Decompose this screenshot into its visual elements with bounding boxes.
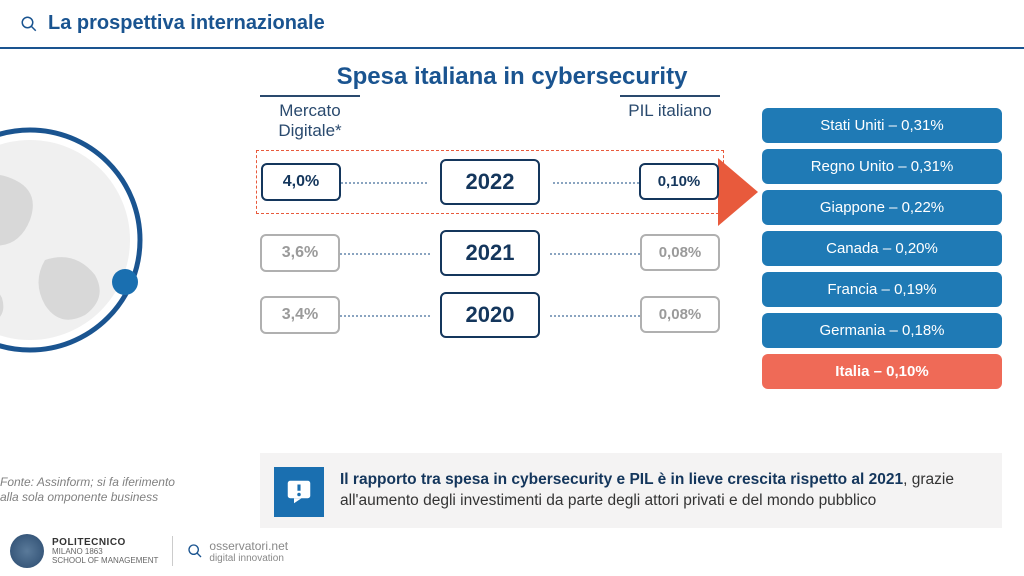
year-value: 2020 (440, 292, 540, 338)
left-value: 3,4% (260, 296, 340, 334)
seal-icon (10, 534, 44, 568)
year-value: 2022 (440, 159, 540, 205)
globe-illustration (0, 110, 160, 370)
politecnico-logo: POLITECNICO MILANO 1863 SCHOOL OF MANAGE… (10, 534, 158, 568)
country-item: Italia – 0,10% (762, 354, 1002, 389)
info-icon (274, 467, 324, 517)
osservatori-logo: osservatori.net digital innovation (187, 539, 288, 564)
divider (172, 536, 173, 566)
data-row: 4,0% 2022 0,10% (256, 150, 724, 214)
right-value: 0,08% (640, 234, 720, 271)
callout-box: Il rapporto tra spesa in cybersecurity e… (260, 453, 1002, 528)
col-header-left: Mercato Digitale* (260, 95, 360, 142)
magnifier-icon (187, 543, 203, 559)
country-item: Germania – 0,18% (762, 313, 1002, 348)
page-header: La prospettiva internazionale (0, 0, 1024, 49)
arrow-icon (718, 158, 758, 226)
country-item: Stati Uniti – 0,31% (762, 108, 1002, 143)
country-item: Giappone – 0,22% (762, 190, 1002, 225)
magnifier-icon (20, 15, 38, 33)
callout-bold: Il rapporto tra spesa in cybersecurity e… (340, 471, 903, 488)
data-table: Mercato Digitale* PIL italiano 4,0% 2022 0… (260, 95, 720, 354)
data-row: 3,4% 2020 0,08% (260, 292, 720, 338)
source-note: Fonte: Assinform; si fa iferimento alla … (0, 475, 180, 506)
country-item: Regno Unito – 0,31% (762, 149, 1002, 184)
country-item: Canada – 0,20% (762, 231, 1002, 266)
data-row: 3,6% 2021 0,08% (260, 230, 720, 276)
country-list: Stati Uniti – 0,31% Regno Unito – 0,31% Gi… (762, 108, 1002, 395)
left-value: 3,6% (260, 234, 340, 272)
col-header-right: PIL italiano (620, 95, 720, 142)
right-value: 0,08% (640, 296, 720, 333)
main-title: Spesa italiana in cybersecurity (0, 63, 1024, 91)
header-title: La prospettiva internazionale (48, 12, 325, 35)
right-value: 0,10% (639, 163, 719, 200)
year-value: 2021 (440, 230, 540, 276)
country-item: Francia – 0,19% (762, 272, 1002, 307)
left-value: 4,0% (261, 163, 341, 201)
footer: POLITECNICO MILANO 1863 SCHOOL OF MANAGE… (10, 534, 288, 568)
